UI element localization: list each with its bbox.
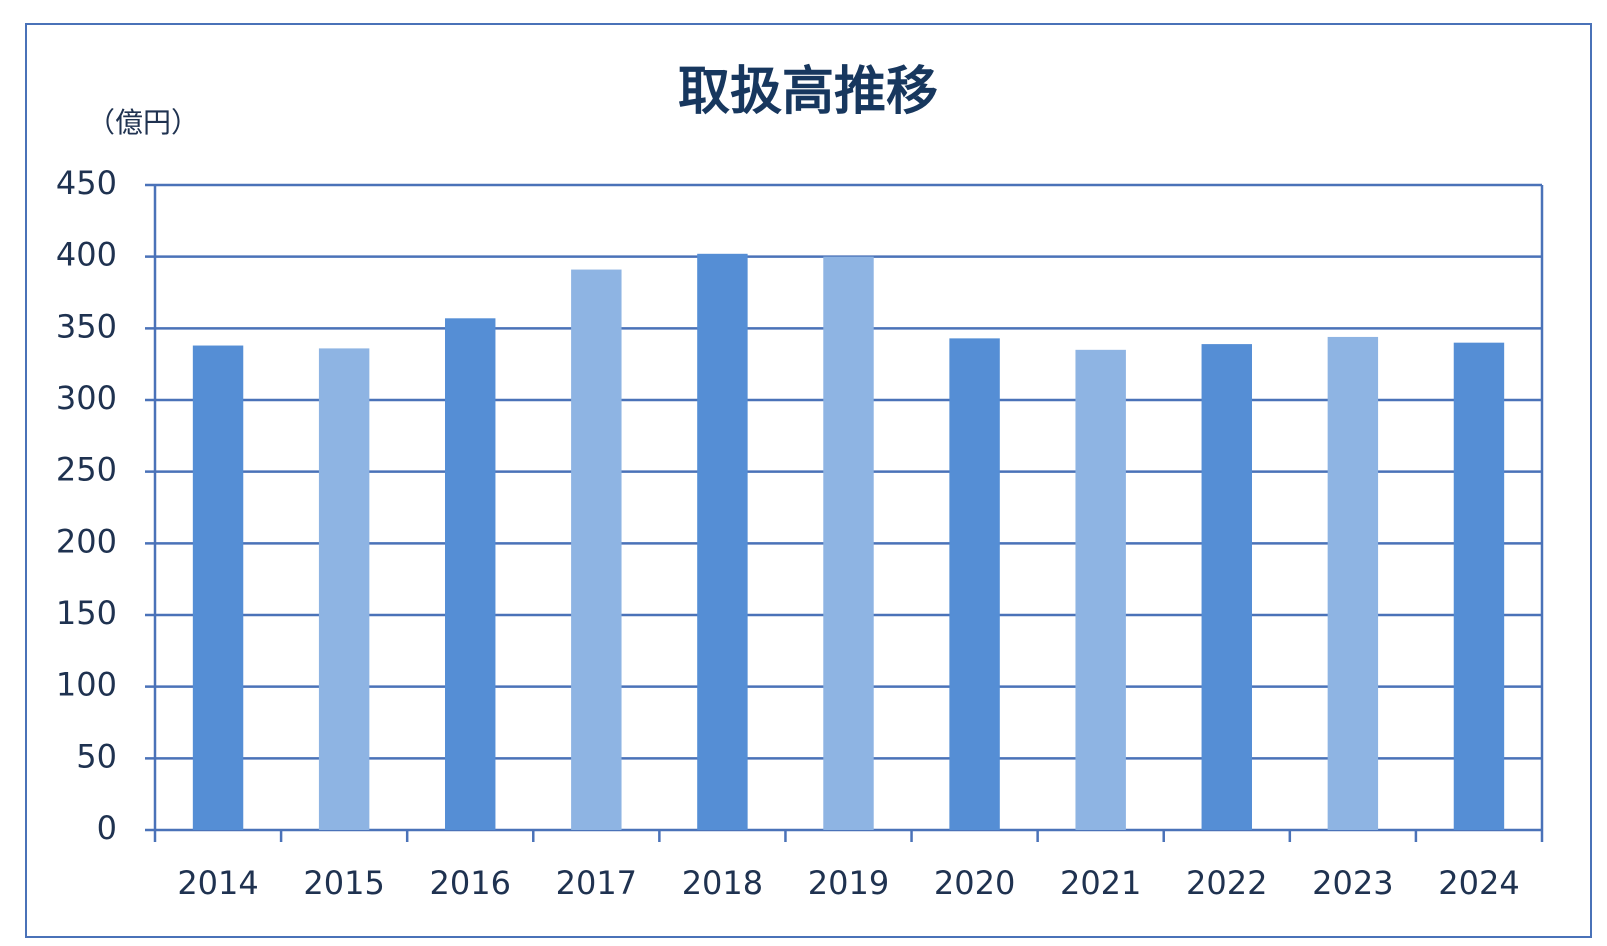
x-tick-label: 2017 xyxy=(556,864,637,902)
y-tick-label: 450 xyxy=(56,164,117,202)
bar xyxy=(949,338,1000,830)
y-tick-label: 250 xyxy=(56,451,117,489)
x-tick-label: 2023 xyxy=(1312,864,1393,902)
y-tick-label: 350 xyxy=(56,307,117,345)
x-tick-label: 2019 xyxy=(808,864,889,902)
bar xyxy=(445,318,496,830)
x-tick-label: 2015 xyxy=(303,864,384,902)
y-tick-label: 400 xyxy=(56,236,117,274)
x-tick-label: 2020 xyxy=(934,864,1015,902)
bar xyxy=(1453,342,1505,830)
y-tick-label: 100 xyxy=(56,666,117,704)
y-tick-label: 200 xyxy=(56,522,117,560)
bar xyxy=(1201,344,1252,830)
chart-frame xyxy=(25,23,1592,938)
bar xyxy=(697,253,748,831)
x-tick-label: 2022 xyxy=(1186,864,1267,902)
chart-title: 取扱高推移 xyxy=(678,62,938,122)
bar xyxy=(823,256,874,831)
bar xyxy=(192,345,244,830)
y-tick-label: 50 xyxy=(76,737,117,775)
bar xyxy=(318,348,370,830)
bar xyxy=(1327,336,1379,830)
bar xyxy=(571,269,622,831)
x-tick-label: 2021 xyxy=(1060,864,1141,902)
y-tick-label: 0 xyxy=(97,809,117,847)
y-tick-label: 150 xyxy=(56,594,117,632)
x-tick-label: 2016 xyxy=(430,864,511,902)
x-tick-label: 2014 xyxy=(177,864,258,902)
unit-label: （億円） xyxy=(87,106,199,139)
bar xyxy=(1075,349,1126,830)
x-tick-label: 2024 xyxy=(1438,864,1519,902)
x-tick-label: 2018 xyxy=(682,864,763,902)
y-tick-label: 300 xyxy=(56,379,117,417)
